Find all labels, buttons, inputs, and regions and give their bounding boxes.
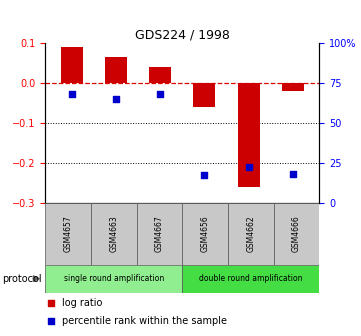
Bar	[136, 203, 182, 265]
Bar	[182, 265, 319, 293]
Bar	[238, 83, 260, 186]
Bar	[182, 203, 228, 265]
Point	[48, 300, 53, 305]
Text: GSM4656: GSM4656	[201, 215, 210, 252]
Text: GSM4657: GSM4657	[64, 215, 73, 252]
Text: GSM4666: GSM4666	[292, 215, 301, 252]
Text: GSM4667: GSM4667	[155, 215, 164, 252]
Bar	[91, 203, 136, 265]
Point	[246, 165, 252, 170]
Point	[48, 319, 53, 324]
Bar	[45, 203, 91, 265]
Bar	[105, 57, 127, 83]
Text: log ratio: log ratio	[62, 298, 102, 308]
Point	[157, 91, 163, 96]
Bar	[45, 265, 182, 293]
Point	[113, 96, 119, 101]
Text: percentile rank within the sample: percentile rank within the sample	[62, 317, 227, 327]
Text: single round amplification: single round amplification	[64, 274, 164, 283]
Bar	[193, 83, 216, 107]
Point	[69, 91, 75, 96]
Point	[201, 173, 207, 178]
Bar	[149, 67, 171, 83]
Text: GSM4662: GSM4662	[247, 215, 255, 252]
Bar	[228, 203, 274, 265]
Point	[290, 171, 296, 176]
Text: protocol: protocol	[2, 274, 42, 284]
Bar	[282, 83, 304, 91]
Bar	[274, 203, 319, 265]
Text: double round amplification: double round amplification	[199, 274, 303, 283]
Title: GDS224 / 1998: GDS224 / 1998	[135, 29, 230, 41]
Text: GSM4663: GSM4663	[109, 215, 118, 252]
Bar	[61, 47, 83, 83]
